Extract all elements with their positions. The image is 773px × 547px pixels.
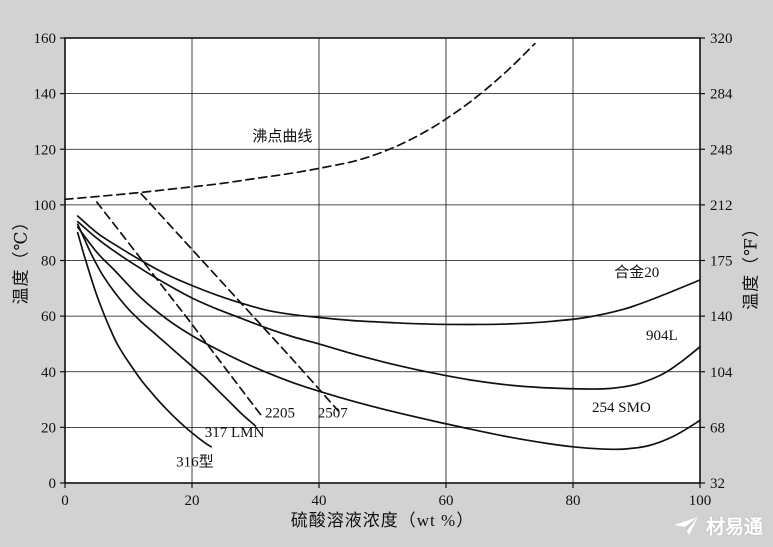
series-curve-1 bbox=[76, 215, 701, 326]
y-tick-label-right: 104 bbox=[710, 365, 733, 381]
series-curve-5 bbox=[76, 231, 212, 448]
x-axis-label: 硫酸溶液浓度（wt %） bbox=[290, 511, 475, 530]
y-tick-label-left: 40 bbox=[41, 365, 56, 381]
x-tick-label: 80 bbox=[566, 493, 581, 509]
series-label-6: 2205 bbox=[265, 406, 295, 422]
paper-plane-icon bbox=[673, 516, 699, 536]
x-tick-label: 20 bbox=[185, 493, 200, 509]
watermark-text: 材易通 bbox=[705, 517, 763, 538]
series-curve-4 bbox=[76, 223, 257, 427]
series-curve-7 bbox=[140, 192, 339, 412]
y-tick-label-left: 140 bbox=[34, 87, 57, 103]
series-label-1: 合金20 bbox=[614, 264, 659, 281]
watermark: 材易通 bbox=[673, 512, 763, 539]
y-tick-label-left: 80 bbox=[41, 254, 56, 270]
series-label-2: 904L bbox=[646, 328, 678, 344]
y-tick-label-left: 0 bbox=[49, 476, 57, 492]
series-label-7: 2507 bbox=[318, 406, 349, 422]
y-tick-label-right: 284 bbox=[710, 87, 733, 103]
series-curve-2 bbox=[76, 220, 701, 390]
x-tick-label: 60 bbox=[439, 493, 454, 509]
y-tick-label-left: 120 bbox=[34, 142, 57, 158]
x-tick-label: 0 bbox=[61, 493, 69, 509]
y-tick-label-left: 20 bbox=[41, 420, 56, 436]
x-tick-label: 100 bbox=[689, 493, 712, 509]
series-curve-6 bbox=[95, 201, 263, 418]
y-tick-label-left: 160 bbox=[34, 31, 57, 47]
y-tick-label-right: 212 bbox=[710, 198, 733, 214]
series-curve-0 bbox=[64, 42, 536, 201]
series-label-5: 316型 bbox=[176, 453, 214, 470]
y-tick-label-right: 140 bbox=[710, 309, 733, 325]
series-curve-3 bbox=[76, 226, 701, 451]
y-tick-label-right: 175 bbox=[710, 254, 733, 270]
y-tick-label-left: 100 bbox=[34, 198, 57, 214]
series-label-0: 沸点曲线 bbox=[252, 128, 312, 145]
y-tick-label-right: 248 bbox=[710, 142, 733, 158]
x-tick-label: 40 bbox=[312, 493, 327, 509]
series-label-3: 254 SMO bbox=[592, 400, 651, 416]
y-tick-label-right: 320 bbox=[710, 31, 733, 47]
y-axis-label-left: 温度（℃） bbox=[11, 212, 31, 305]
y-tick-label-left: 60 bbox=[41, 309, 56, 325]
y-tick-label-right: 68 bbox=[710, 420, 725, 436]
y-tick-label-right: 32 bbox=[710, 476, 725, 492]
series-label-4: 317 LMN bbox=[205, 425, 265, 441]
y-axis-label-right: 温度（℉） bbox=[741, 219, 761, 310]
